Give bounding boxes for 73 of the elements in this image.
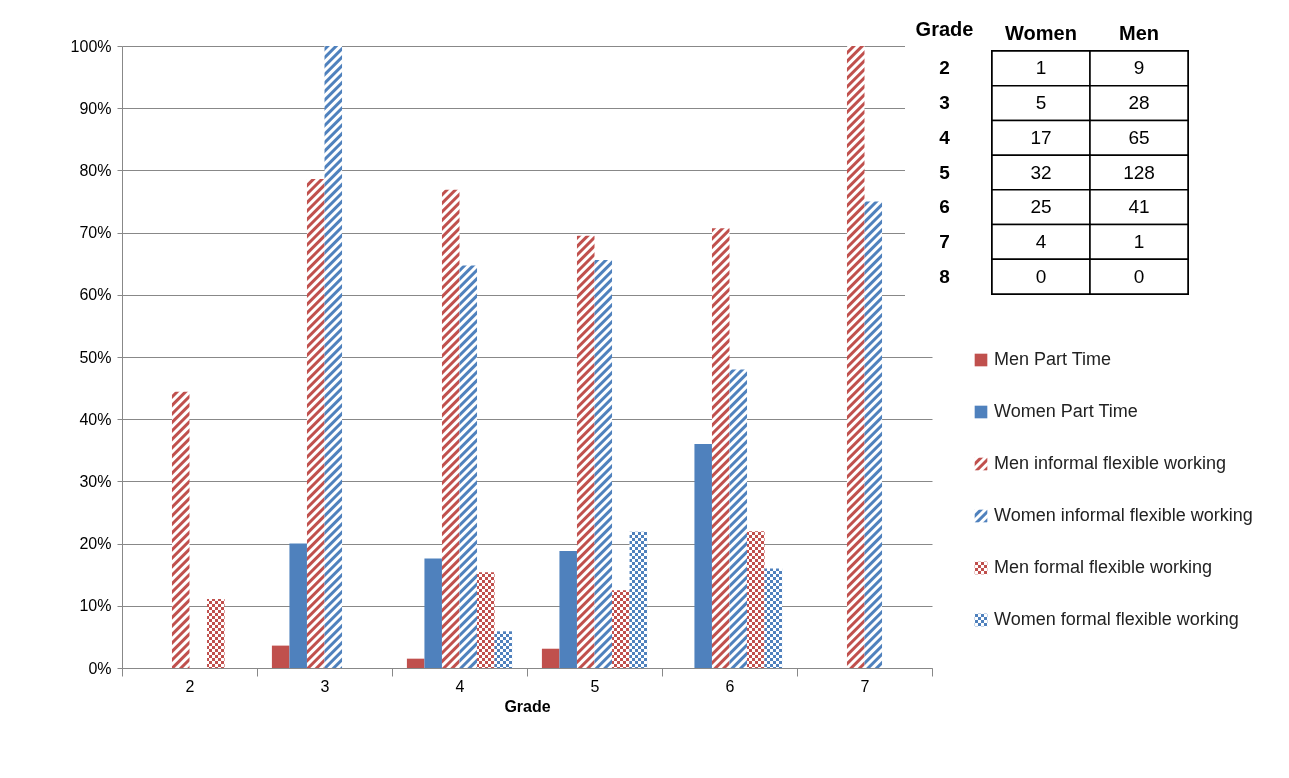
y-tick-label: 70% <box>79 224 112 242</box>
data-label: 4 <box>1035 230 1047 252</box>
x-tick-label: Men <box>1119 21 1159 44</box>
data-label: 1 <box>1035 57 1047 79</box>
y-axis-title: Grade <box>915 17 974 40</box>
bar <box>459 265 478 668</box>
bar <box>694 444 712 668</box>
bar <box>747 531 765 668</box>
data-label: 1 <box>1133 230 1145 252</box>
bar <box>729 369 748 668</box>
legend-label: Men Part Time <box>994 349 1112 369</box>
legend-label: Women informal flexible working <box>994 505 1253 525</box>
bar <box>711 228 730 668</box>
y-tick-label: 3 <box>939 92 950 114</box>
x-tick-label: 5 <box>590 677 600 695</box>
y-tick-label: 10% <box>79 597 112 615</box>
bar <box>207 598 225 668</box>
y-tick-label: 5 <box>939 161 951 183</box>
bar <box>306 179 325 668</box>
x-tick-label: 6 <box>725 677 735 695</box>
legend-label: Women formal flexible working <box>994 609 1239 629</box>
legend-label: Men formal flexible working <box>994 557 1213 577</box>
bar <box>477 572 495 668</box>
y-tick-label: 60% <box>79 286 112 304</box>
x-tick-label: Women <box>1005 21 1077 44</box>
bar <box>846 46 865 668</box>
bar <box>629 531 648 668</box>
bar <box>271 645 290 668</box>
y-tick-label: 30% <box>79 472 112 490</box>
data-label: 25 <box>1030 196 1052 218</box>
bar <box>171 391 190 668</box>
bar <box>559 551 577 668</box>
bar <box>576 235 595 668</box>
x-tick-label: 4 <box>455 677 465 695</box>
y-tick-label: 40% <box>79 410 112 428</box>
bar <box>541 648 560 668</box>
y-tick-label: 7 <box>939 230 950 252</box>
legend-label: Women Part Time <box>994 401 1138 421</box>
y-tick-label: 90% <box>79 99 112 117</box>
data-label: 65 <box>1128 126 1150 148</box>
x-tick-label: 7 <box>860 677 870 695</box>
bar <box>289 543 307 668</box>
bar <box>324 46 343 668</box>
data-label: 9 <box>1133 57 1145 79</box>
bar <box>612 590 630 668</box>
data-label: 0 <box>1035 265 1047 287</box>
x-tick-label: 2 <box>185 677 195 695</box>
y-tick-label: 20% <box>79 535 112 553</box>
bar <box>764 568 783 668</box>
data-label: 5 <box>1035 92 1047 114</box>
bar <box>864 201 883 668</box>
bar <box>441 189 460 668</box>
y-tick-label: 2 <box>939 57 950 79</box>
y-tick-label: 8 <box>939 265 950 287</box>
bar <box>594 259 613 668</box>
y-tick-label: 50% <box>79 348 112 366</box>
data-label: 41 <box>1128 196 1150 218</box>
y-tick-label: 80% <box>79 161 112 179</box>
y-tick-label: 6 <box>939 196 950 218</box>
bar <box>494 631 513 668</box>
data-label: 17 <box>1030 126 1052 148</box>
data-label: 28 <box>1128 92 1150 114</box>
data-label: 32 <box>1030 161 1052 183</box>
y-tick-label: 100% <box>70 37 112 55</box>
x-axis-title: Grade <box>504 697 551 715</box>
legend-label: Men informal flexible working <box>994 453 1227 473</box>
bar <box>424 558 442 668</box>
bar <box>406 658 425 668</box>
data-label: 0 <box>1133 265 1145 287</box>
y-tick-label: 0% <box>88 659 112 677</box>
x-tick-label: 3 <box>320 677 330 695</box>
y-tick-label: 4 <box>939 126 951 148</box>
data-label: 128 <box>1123 161 1155 183</box>
